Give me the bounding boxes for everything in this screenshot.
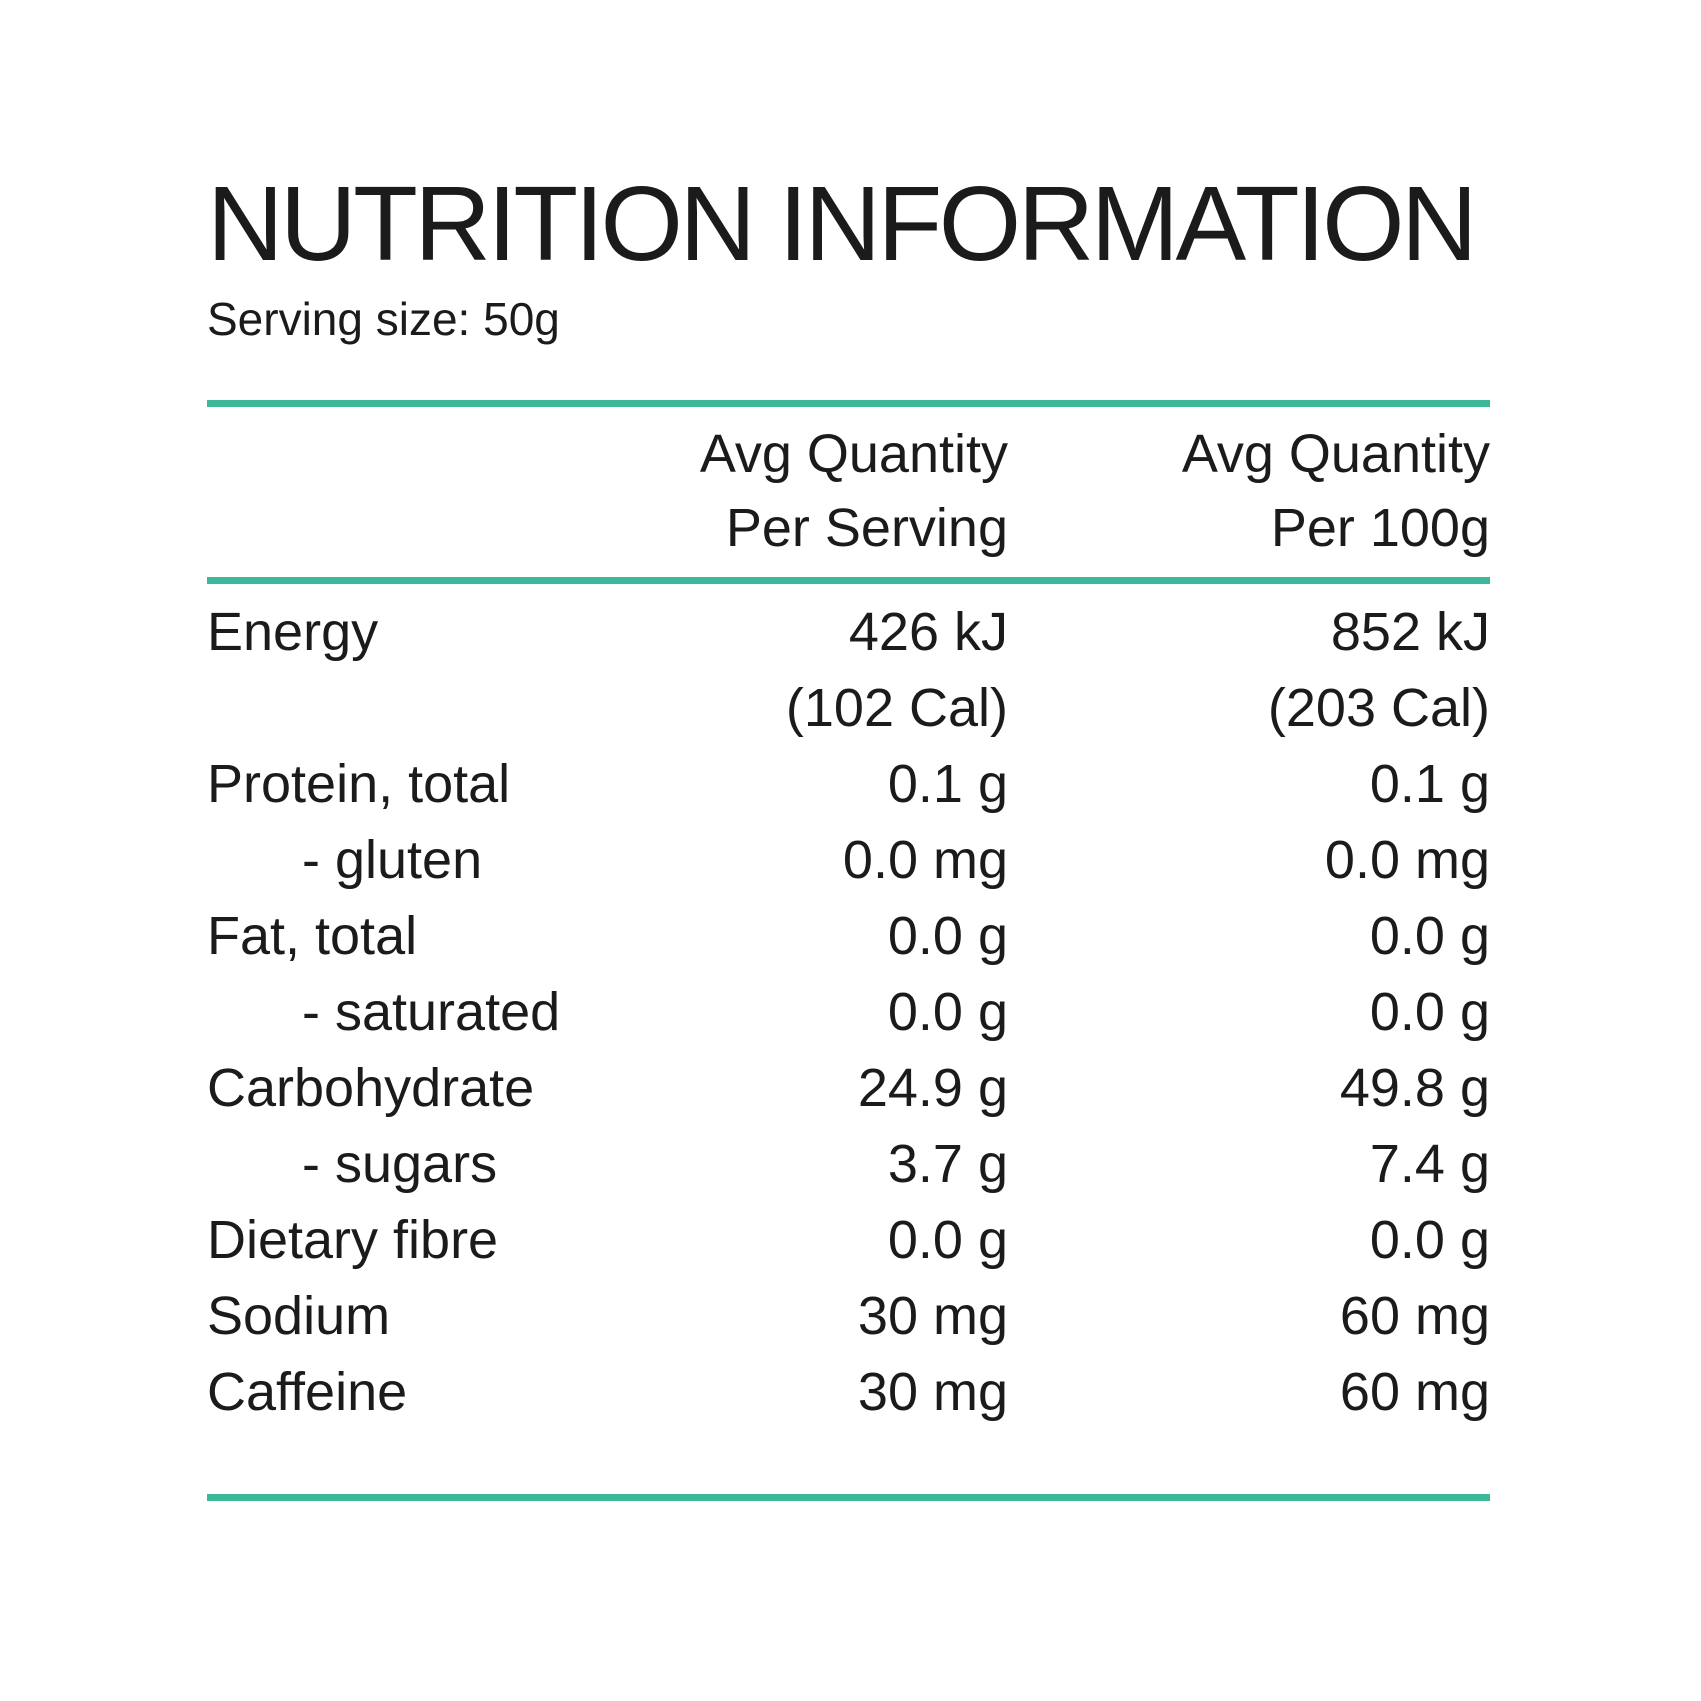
value-per-100g: 7.4 g <box>1369 1134 1490 1194</box>
row-label: Fat, total <box>207 906 418 966</box>
divider-bottom <box>207 1494 1490 1501</box>
header-spacer <box>207 417 628 565</box>
value-per-serving: 0.0 g <box>887 906 1008 966</box>
value-per-serving: 426 kJ <box>848 602 1008 662</box>
header-per-100g-line1: Avg Quantity <box>1181 424 1490 484</box>
value-per-100g: 60 mg <box>1339 1362 1490 1422</box>
row-label: - sugars <box>302 1134 498 1194</box>
value-per-serving: 30 mg <box>857 1286 1008 1346</box>
row-label <box>207 670 628 746</box>
row-label: Dietary fibre <box>207 1210 499 1270</box>
row-label: - saturated <box>302 982 561 1042</box>
nutrition-label: NUTRITION INFORMATION Serving size: 50g … <box>207 170 1490 1501</box>
row-label: Carbohydrate <box>207 1058 535 1118</box>
row-label: Caffeine <box>207 1362 408 1422</box>
value-per-serving: 0.1 g <box>887 754 1008 814</box>
value-per-100g: (203 Cal) <box>1267 678 1490 738</box>
value-per-serving: 24.9 g <box>857 1058 1008 1118</box>
row-label: Energy <box>207 602 379 662</box>
divider-header <box>207 577 1490 584</box>
header-per-100g: Avg Quantity Per 100g <box>1008 417 1490 565</box>
row-label: - gluten <box>302 830 483 890</box>
table-header: Avg Quantity Per Serving Avg Quantity Per … <box>207 407 1490 577</box>
header-per-serving: Avg Quantity Per Serving <box>628 417 1008 565</box>
value-per-serving: 3.7 g <box>887 1134 1008 1194</box>
value-per-100g: 0.0 g <box>1369 982 1490 1042</box>
value-per-100g: 0.1 g <box>1369 754 1490 814</box>
value-per-serving: 0.0 g <box>887 1210 1008 1270</box>
value-per-serving: (102 Cal) <box>785 678 1008 738</box>
value-per-100g: 0.0 mg <box>1324 830 1490 890</box>
header-per-100g-line2: Per 100g <box>1270 498 1490 558</box>
value-per-serving: 0.0 g <box>887 982 1008 1042</box>
row-label: Sodium <box>207 1286 391 1346</box>
page-title: NUTRITION INFORMATION <box>207 165 1478 283</box>
table-body: Energy 426 kJ 852 kJ (102 Cal) (203 Cal) Prot… <box>207 584 1490 1430</box>
row-label: Protein, total <box>207 754 511 814</box>
header-per-serving-line2: Per Serving <box>725 498 1008 558</box>
value-per-serving: 30 mg <box>857 1362 1008 1422</box>
value-per-100g: 60 mg <box>1339 1286 1490 1346</box>
serving-size-text: Serving size: 50g <box>207 293 560 345</box>
value-per-100g: 852 kJ <box>1330 602 1490 662</box>
value-per-100g: 0.0 g <box>1369 1210 1490 1270</box>
value-per-serving: 0.0 mg <box>842 830 1008 890</box>
value-per-100g: 49.8 g <box>1339 1058 1490 1118</box>
header-per-serving-line1: Avg Quantity <box>699 424 1008 484</box>
divider-top <box>207 400 1490 407</box>
value-per-100g: 0.0 g <box>1369 906 1490 966</box>
